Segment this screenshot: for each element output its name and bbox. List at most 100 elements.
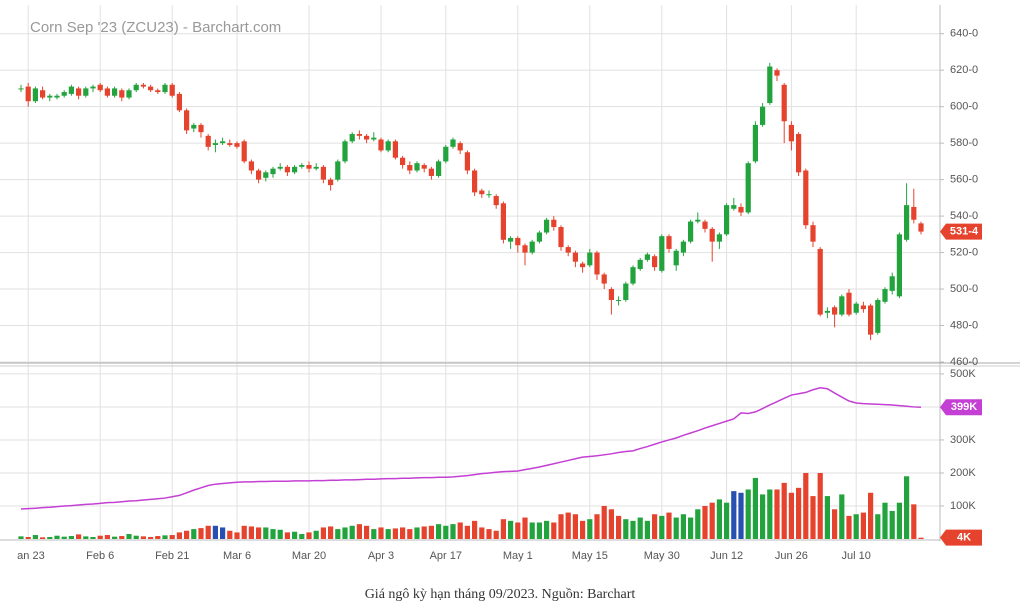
candle-body [817, 248, 823, 315]
volume-bar [54, 535, 60, 539]
volume-bar [558, 514, 564, 539]
y-tick-label: 300K [950, 434, 976, 446]
volume-bar [191, 529, 197, 539]
volume-bar [896, 502, 902, 539]
volume-bar [18, 536, 24, 539]
volume-bar [378, 527, 384, 539]
volume-bar [760, 494, 766, 539]
volume-bar [709, 502, 715, 539]
volume-bar [565, 512, 571, 539]
y-tick-label: 560-0 [950, 174, 978, 186]
volume-bar [522, 517, 528, 539]
volume-bar [515, 522, 521, 539]
volume-bar [572, 514, 578, 539]
last-value-tag [940, 223, 982, 240]
candle-body [407, 165, 413, 171]
candle-body [464, 152, 470, 171]
volume-bar [335, 529, 341, 539]
candle-body [781, 84, 787, 122]
candle-body [335, 161, 341, 180]
x-tick-label: Jun 26 [775, 550, 808, 562]
volume-bar [407, 529, 413, 539]
volume-bar [313, 530, 319, 539]
candle-body [760, 106, 766, 125]
x-tick-label: Feb 21 [155, 550, 189, 562]
volume-bar [148, 537, 154, 539]
volume-bar [414, 527, 420, 539]
volume-bar [796, 487, 802, 539]
candle-body [25, 86, 31, 102]
chart-title: Corn Sep '23 (ZCU23) - Barchart.com [30, 19, 281, 36]
volume-bar [40, 537, 46, 539]
volume-bar [738, 492, 744, 539]
candle-body [356, 134, 362, 136]
candle-body [544, 219, 550, 233]
volume-bar [90, 537, 96, 539]
volume-bar [227, 530, 233, 539]
volume-bar [205, 525, 211, 539]
x-tick-label: Jul 10 [842, 550, 871, 562]
last-value-label: 399K [951, 401, 977, 413]
caption: Giá ngô kỳ hạn tháng 09/2023. Nguồn: Bar… [365, 587, 636, 602]
volume-bar [443, 525, 449, 539]
volume-bar [248, 526, 254, 539]
volume-bar [594, 514, 600, 539]
candle-body [198, 124, 204, 133]
volume-bar [774, 489, 780, 539]
volume-bar [868, 492, 874, 539]
volume-bar [133, 535, 139, 539]
candle-body [702, 221, 708, 229]
candle-body [500, 203, 506, 240]
candle-body [659, 236, 665, 271]
candle-body [796, 134, 802, 173]
candle-body [666, 236, 672, 249]
candle-body [724, 205, 730, 235]
candle-body [522, 245, 528, 253]
axes: 460-0 480-0 500-0 520-0 540-0 560-0 580-0 600-0… [940, 28, 982, 546]
volume-bar [810, 496, 816, 539]
candle-body [752, 124, 758, 162]
volume-bar [428, 525, 434, 539]
x-tick-label: May 30 [644, 550, 680, 562]
candle-body [832, 307, 838, 315]
candle-body [918, 223, 924, 232]
volume-bar [875, 514, 881, 539]
candle-body [176, 93, 182, 111]
volume-bar [241, 525, 247, 539]
candle-body [630, 267, 636, 284]
candle-body [385, 141, 391, 151]
candle-body [680, 241, 686, 253]
candle-body [97, 84, 103, 91]
candle-body [882, 289, 888, 302]
volume-bar [328, 526, 334, 539]
volume-bar [680, 514, 686, 539]
volume-bar [126, 534, 132, 539]
y-tick-label: 620-0 [950, 64, 978, 76]
candle-body [803, 170, 809, 226]
volume-bar [306, 532, 312, 539]
candle-body [104, 88, 110, 96]
volume-bar [76, 534, 82, 539]
volume-bar [400, 527, 406, 539]
candle-body [284, 166, 290, 173]
volume-bar [702, 505, 708, 539]
x-tick-label: Mar 6 [223, 550, 251, 562]
volume-bar [385, 529, 391, 539]
volume-bar [472, 520, 478, 539]
volume-bar [169, 535, 175, 539]
volume-bar [803, 472, 809, 539]
volume-bar [349, 525, 355, 539]
candle-body [18, 88, 24, 90]
volume-bar [342, 527, 348, 539]
candle-body [745, 163, 751, 213]
candle-body [551, 219, 557, 228]
volume-bar [450, 524, 456, 539]
candle-body [162, 84, 168, 93]
x-tick-label: Mar 20 [292, 550, 326, 562]
candle-body [486, 194, 492, 196]
volume-bar [846, 515, 852, 539]
volume-bar [752, 477, 758, 539]
volume-bar [277, 529, 283, 539]
volume-bar [551, 522, 557, 539]
candle-body [119, 90, 125, 98]
